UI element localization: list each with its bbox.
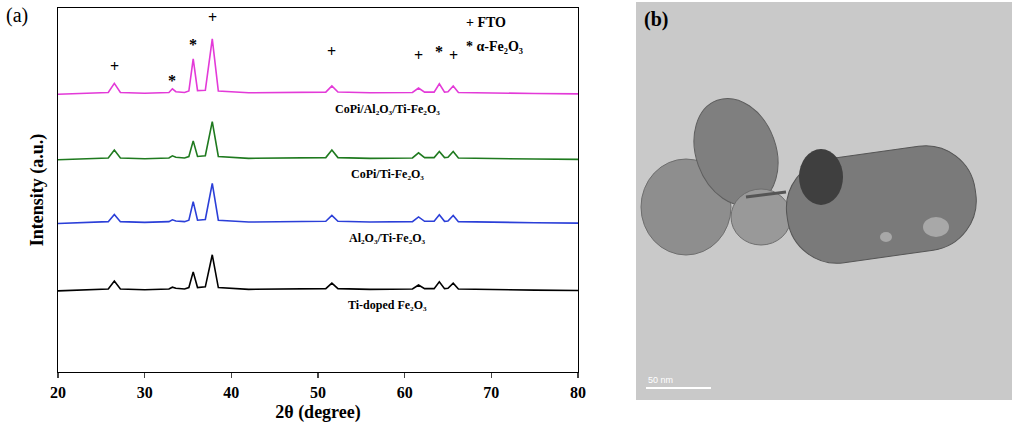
svg-text:40: 40	[223, 384, 239, 401]
svg-text:*: *	[435, 43, 443, 60]
svg-text:+ FTO: + FTO	[466, 15, 506, 30]
svg-text:+: +	[414, 47, 423, 64]
svg-text:20: 20	[50, 384, 66, 401]
svg-text:(b): (b)	[644, 8, 668, 31]
svg-text:80: 80	[570, 384, 586, 401]
svg-text:+: +	[449, 47, 458, 64]
svg-text:2θ (degree): 2θ (degree)	[275, 402, 361, 423]
svg-text:30: 30	[137, 384, 153, 401]
svg-text:50 nm: 50 nm	[648, 375, 673, 385]
html-text:(a): (a)	[6, 4, 29, 26]
svg-text:CoPi/Ti-Fe₂O₃: CoPi/Ti-Fe₂O₃	[351, 167, 424, 181]
svg-text:70: 70	[483, 384, 499, 401]
svg-text:* α-Fe₂O₃: * α-Fe₂O₃	[466, 39, 523, 54]
svg-text:+: +	[110, 58, 119, 75]
svg-text:+: +	[327, 43, 336, 60]
svg-text:*: *	[168, 72, 176, 89]
svg-text:Intensity (a.u.): Intensity (a.u.)	[27, 134, 48, 247]
svg-text:*: *	[189, 36, 197, 53]
svg-text:60: 60	[397, 384, 413, 401]
svg-text:Ti-doped Fe₂O₃: Ti-doped Fe₂O₃	[348, 298, 427, 312]
svg-text:Al₂O₃/Ti-Fe₂O₃: Al₂O₃/Ti-Fe₂O₃	[349, 231, 426, 245]
svg-text:50: 50	[310, 384, 326, 401]
svg-text:+: +	[208, 9, 217, 26]
svg-text:CoPi/Al₂O₃/Ti-Fe₂O₃: CoPi/Al₂O₃/Ti-Fe₂O₃	[335, 102, 440, 116]
